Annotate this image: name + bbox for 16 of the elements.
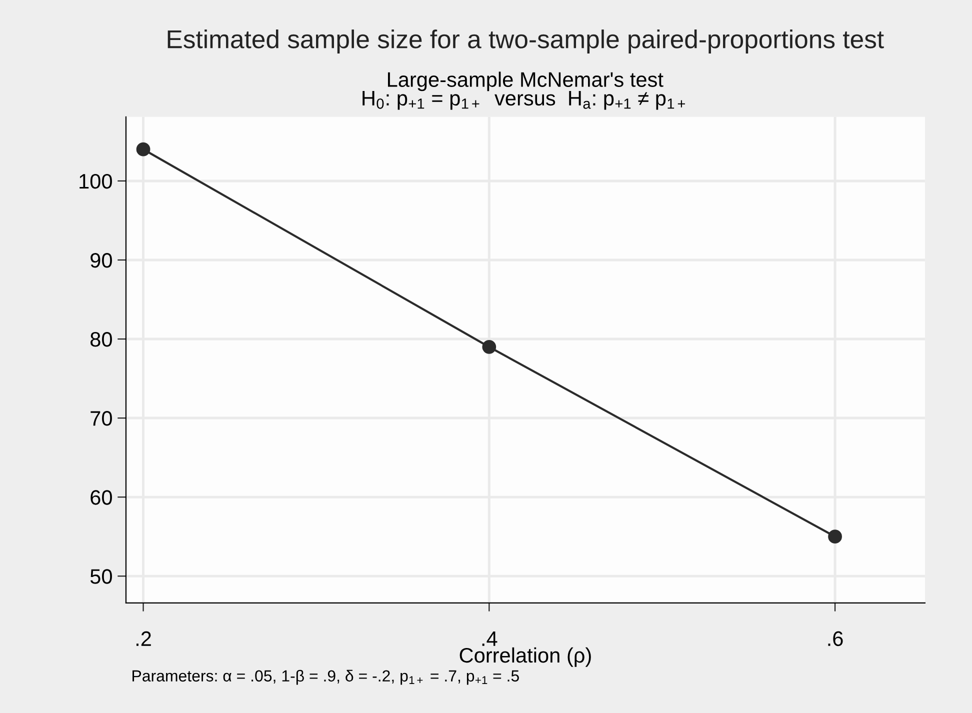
y-tick-label: 60: [90, 490, 112, 505]
text: Large-sample McNemar's test H$_{0}$: p$_{+1}$ = p$_{1+}$ versus H$_{a}$: p$_{+1}$ ≠ p$_{1+}$: [362, 72, 685, 110]
point: [482, 340, 496, 354]
chart-title: Estimated sample size for a two-sample paired-proportions test: [168, 30, 884, 54]
x-tick-label: .4: [482, 632, 498, 646]
y-tick-label: 80: [90, 332, 112, 347]
point: [136, 142, 150, 156]
x-axis-title: Correlation (ρ): [460, 647, 591, 667]
y-tick-label: 50: [90, 569, 112, 584]
x-tick-label: .2: [136, 631, 151, 646]
text: Parameters: α = .05, 1-β = .9, δ = -.2, p$_{1+}$ = .7, p$_{+1}$ = .5: [132, 670, 519, 685]
y-tick-label: 90: [90, 252, 112, 268]
y-tick-label: 70: [90, 411, 112, 426]
y-tick-label: 100: [80, 174, 112, 189]
point: [828, 530, 842, 544]
x-tick-label: .6: [828, 631, 843, 646]
